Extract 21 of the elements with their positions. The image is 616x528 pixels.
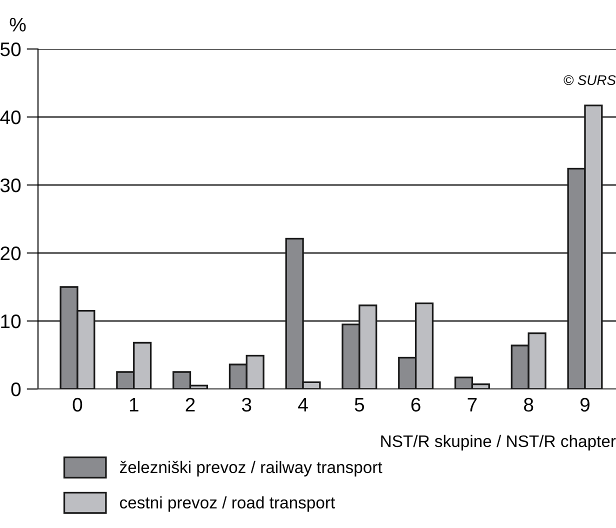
- y-tick-label: 0: [11, 382, 21, 396]
- y-tick-label: 30: [0, 178, 21, 192]
- x-tick-label: 6: [411, 398, 420, 412]
- annotation: © SURS: [564, 75, 616, 86]
- x-axis-title: NST/R skupine / NST/R chapter: [381, 434, 616, 450]
- legend-label: cestni prevoz / road transport: [120, 496, 335, 512]
- x-tick-label: 8: [524, 398, 534, 412]
- legend-label: železniški prevoz / railway transport: [120, 460, 382, 476]
- x-tick-label: 2: [186, 398, 195, 412]
- x-tick-label: 4: [298, 398, 308, 412]
- y-tick-label: 20: [0, 246, 21, 260]
- x-tick-label: 1: [130, 398, 138, 412]
- y-tick-label: 40: [0, 110, 21, 124]
- x-tick-label: 3: [242, 398, 252, 412]
- x-tick-label: 9: [580, 398, 590, 412]
- y-tick-label: 10: [1, 314, 21, 328]
- y-tick-label: 50: [0, 42, 21, 56]
- x-tick-label: 5: [354, 398, 364, 412]
- x-tick-label: 7: [468, 398, 477, 412]
- x-tick-label: 0: [72, 398, 82, 412]
- y-axis-title: %: [10, 18, 26, 32]
